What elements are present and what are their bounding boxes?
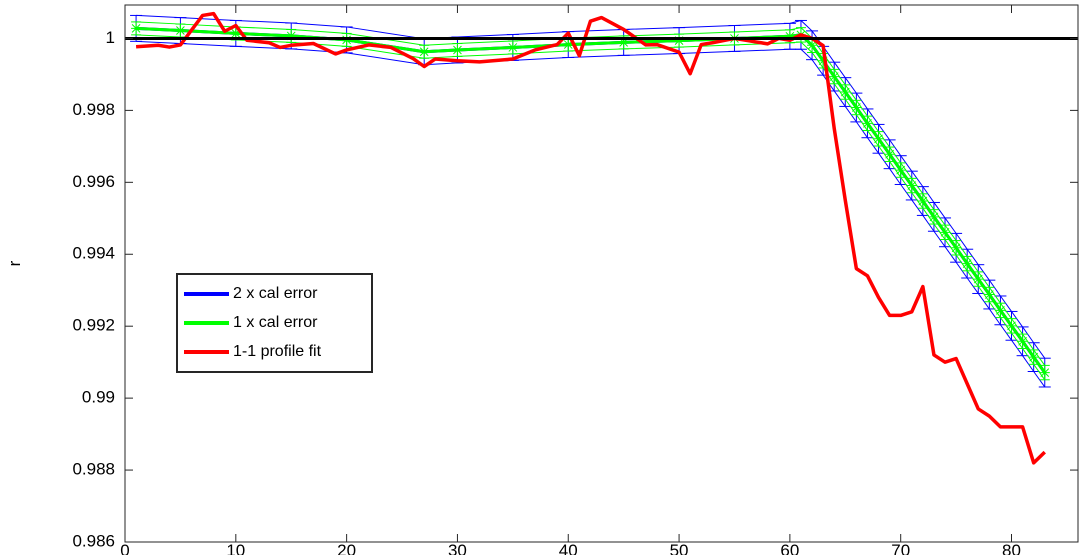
y-tick-label: 0.988 bbox=[72, 460, 115, 479]
data-point-marker bbox=[507, 42, 518, 53]
x-tick-label: 40 bbox=[559, 541, 578, 555]
data-point-marker bbox=[131, 23, 142, 34]
data-point-marker bbox=[618, 37, 629, 48]
data-point-marker bbox=[1039, 367, 1050, 378]
y-axis-ticks: 0.986 0.988 0.99 0.992 0.994 0.996 0.998 1 bbox=[72, 28, 1078, 550]
data-point-marker bbox=[829, 71, 840, 82]
data-point-marker bbox=[851, 102, 862, 113]
series-layer bbox=[130, 11, 1051, 465]
y-tick-label: 1 bbox=[106, 28, 115, 47]
series-line bbox=[136, 26, 1046, 374]
data-point-marker bbox=[452, 44, 463, 55]
lower-envelope bbox=[136, 40, 1046, 388]
data-point-marker bbox=[1028, 352, 1039, 363]
x-tick-label: 30 bbox=[448, 541, 467, 555]
data-point-marker bbox=[1006, 320, 1017, 331]
data-point-marker bbox=[973, 274, 984, 285]
plot-frame bbox=[124, 4, 1079, 543]
x-tick-label: 20 bbox=[337, 541, 356, 555]
legend: 2 x cal error 1 x cal error 1-1 profile fi… bbox=[176, 273, 373, 373]
x-tick-label: 70 bbox=[891, 541, 910, 555]
data-point-marker bbox=[984, 289, 995, 300]
data-point-marker bbox=[563, 39, 574, 50]
data-point-marker bbox=[917, 196, 928, 207]
y-tick-label: 0.992 bbox=[72, 316, 115, 335]
data-point-marker bbox=[951, 242, 962, 253]
data-point-marker bbox=[862, 118, 873, 129]
x-axis-ticks: 0 10 20 30 40 50 60 70 80 bbox=[120, 5, 1021, 555]
upper-envelope bbox=[136, 21, 1046, 366]
x-tick-label: 60 bbox=[780, 541, 799, 555]
series-line bbox=[135, 11, 1046, 465]
x-tick-label: 0 bbox=[120, 541, 129, 555]
y-axis-label: r bbox=[5, 260, 24, 266]
data-point-marker bbox=[895, 165, 906, 176]
y-tick-label: 0.998 bbox=[72, 100, 115, 119]
data-point-marker bbox=[230, 28, 241, 39]
y-tick-label: 0.994 bbox=[72, 244, 115, 263]
data-point-marker bbox=[873, 133, 884, 144]
y-tick-label: 0.99 bbox=[82, 388, 115, 407]
data-point-marker bbox=[784, 31, 795, 42]
data-point-marker bbox=[884, 149, 895, 160]
data-point-marker bbox=[962, 258, 973, 269]
data-point-marker bbox=[928, 211, 939, 222]
x-tick-label: 10 bbox=[226, 541, 245, 555]
data-point-marker bbox=[1017, 336, 1028, 347]
data-point-marker bbox=[674, 35, 685, 46]
y-tick-label: 0.996 bbox=[72, 172, 115, 191]
y-tick-label: 0.986 bbox=[72, 531, 115, 550]
series-2 bbox=[135, 11, 1046, 465]
lower-envelope bbox=[136, 34, 1046, 381]
data-point-marker bbox=[419, 46, 430, 57]
data-point-marker bbox=[840, 87, 851, 98]
x-tick-label: 80 bbox=[1002, 541, 1021, 555]
legend-entry-label: 1 x cal error bbox=[233, 314, 318, 331]
data-point-marker bbox=[906, 180, 917, 191]
legend-entry-label: 1-1 profile fit bbox=[233, 343, 322, 360]
data-point-marker bbox=[995, 305, 1006, 316]
data-point-marker bbox=[286, 30, 297, 41]
data-point-marker bbox=[807, 40, 818, 51]
series-1 bbox=[131, 21, 1050, 381]
x-tick-label: 50 bbox=[670, 541, 689, 555]
data-point-marker bbox=[818, 55, 829, 66]
data-point-marker bbox=[175, 25, 186, 36]
data-point-marker bbox=[940, 227, 951, 238]
legend-entry-label: 2 x cal error bbox=[233, 285, 318, 302]
